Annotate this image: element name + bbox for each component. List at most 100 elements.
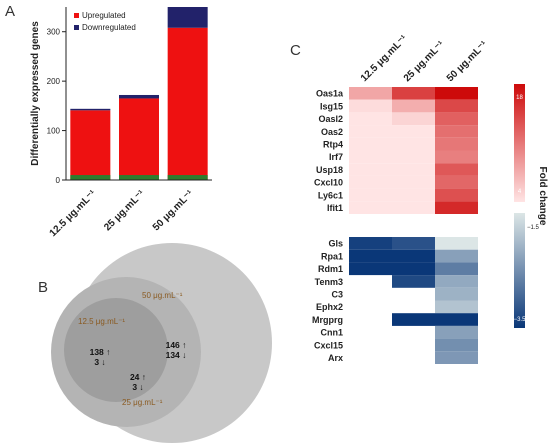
- heatmap-cell: [435, 112, 478, 126]
- colorbar-tick-label: 4: [518, 189, 522, 195]
- heatmap-cell: [349, 188, 392, 202]
- heatmap-cell: [435, 300, 478, 314]
- heatmap-row-label: Gls: [328, 239, 343, 249]
- x-tick-label: 50 μg.mL⁻¹: [151, 188, 196, 233]
- panel-label-c: C: [290, 42, 301, 59]
- heatmap-row-label: Oas2: [321, 127, 343, 137]
- heatmap-cell: [349, 150, 392, 164]
- heatmap-row-label: Ly6c1: [318, 190, 343, 200]
- colorbar-tick-label: −1.5: [527, 225, 540, 231]
- colorbar-tick-label: 18: [516, 95, 523, 101]
- heatmap-row-label: Rtp4: [323, 140, 343, 150]
- legend-label: Upregulated: [82, 11, 126, 20]
- heatmap-cell: [349, 99, 392, 113]
- bar-base-segment: [119, 175, 159, 180]
- heatmap-row-label: Rdm1: [318, 264, 343, 274]
- colorbar-tick-label: −3.5: [514, 317, 527, 323]
- legend-label: Downregulated: [82, 23, 136, 32]
- heatmap-cell: [392, 137, 435, 151]
- bar-up: [119, 98, 159, 180]
- colorbar-label: Fold change: [537, 167, 548, 226]
- heatmap-cell: [435, 249, 478, 263]
- heatmap-cell: [392, 87, 435, 100]
- heatmap-cell: [349, 163, 392, 176]
- heatmap-cell: [435, 188, 478, 202]
- venn-set-label: 50 μg.mL⁻¹: [142, 291, 183, 300]
- venn-region-up: 24 ↑: [130, 372, 146, 382]
- heatmap-row-label: Tenm3: [315, 277, 343, 287]
- venn-region-up: 146 ↑: [166, 340, 187, 350]
- heatmap-row-label: Rpa1: [321, 251, 343, 261]
- heatmap-row-label: Isg15: [320, 101, 343, 111]
- heatmap-cell: [435, 325, 478, 339]
- heatmap-cell: [349, 125, 392, 138]
- heatmap-cell: [392, 175, 435, 189]
- bar-base-segment: [70, 175, 111, 180]
- heatmap-row-label: Oas1a: [316, 89, 344, 99]
- venn-region-down: 134 ↓: [166, 350, 187, 360]
- heatmap-cell: [435, 338, 478, 352]
- venn-region-up: 138 ↑: [90, 347, 111, 357]
- heatmap-column-label: 50 μg.mL⁻¹: [445, 39, 490, 84]
- heatmap-cell: [349, 201, 392, 214]
- legend-swatch: [74, 25, 79, 30]
- venn-set-label: 25 μg.mL⁻¹: [122, 398, 163, 407]
- heatmap-cell: [392, 125, 435, 138]
- heatmap-cell: [392, 237, 435, 250]
- heatmap-cell: [349, 262, 392, 276]
- heatmap-row-label: Cnn1: [321, 328, 344, 338]
- bar-down: [70, 108, 111, 111]
- y-tick-label: 100: [47, 127, 61, 136]
- venn-set-label: 12.5 μg.mL⁻¹: [78, 317, 125, 326]
- panel-label-b: B: [38, 279, 49, 296]
- heatmap-cell: [435, 137, 478, 151]
- heatmap-cell: [435, 87, 478, 100]
- heatmap-cell: [349, 112, 392, 126]
- bar-down: [119, 94, 159, 99]
- y-tick-label: 200: [47, 77, 61, 86]
- bar-chart: 0 100 200 300 Differentially expressed genes…: [30, 7, 212, 239]
- heatmap-cell: [392, 313, 435, 326]
- heatmap-cell: [392, 112, 435, 126]
- venn-circle-12: [64, 298, 168, 402]
- heatmap-cell: [349, 175, 392, 189]
- heatmap-cell: [435, 163, 478, 176]
- heatmap-cell: [435, 201, 478, 214]
- x-tick-label: 12.5 μg.mL⁻¹: [48, 188, 99, 239]
- heatmap-cell: [392, 99, 435, 113]
- bar-up: [167, 27, 208, 181]
- heatmap-cell: [435, 125, 478, 138]
- heatmap-cell: [392, 275, 435, 288]
- heatmap-cell: [435, 262, 478, 276]
- heatmap-cell: [392, 201, 435, 214]
- heatmap-row-label: Arx: [328, 353, 343, 363]
- venn-region-down: 3 ↓: [94, 357, 105, 367]
- heatmap-row-label: Cxcl10: [314, 178, 343, 188]
- y-tick-label: 300: [47, 28, 61, 37]
- heatmap-row-label: Ifit1: [327, 203, 343, 213]
- heatmap-row-label: Usp18: [316, 165, 343, 175]
- heatmap-cell: [435, 275, 478, 288]
- heatmap-cell: [392, 188, 435, 202]
- heatmap-cell: [435, 351, 478, 364]
- heatmap-cell: [349, 237, 392, 250]
- bar-base-segment: [167, 175, 208, 180]
- heatmap-cell: [435, 99, 478, 113]
- heatmap-row-label: Ephx2: [316, 302, 343, 312]
- heatmap-row-label: C3: [331, 290, 343, 300]
- colorbar-down: [514, 213, 525, 328]
- heatmap-cell: [392, 163, 435, 176]
- heatmap-cell: [435, 313, 478, 326]
- heatmap: 12.5 μg.mL⁻¹25 μg.mL⁻¹50 μg.mL⁻¹Oas1aIsg…: [312, 33, 548, 364]
- heatmap-cell: [349, 249, 392, 263]
- heatmap-cell: [392, 262, 435, 276]
- bar-up: [70, 110, 111, 180]
- heatmap-cell: [435, 175, 478, 189]
- heatmap-row-label: Irf7: [329, 152, 343, 162]
- heatmap-cell: [349, 87, 392, 100]
- y-tick-label: 0: [56, 176, 61, 185]
- venn-region-down: 3 ↓: [132, 382, 143, 392]
- heatmap-cell: [435, 150, 478, 164]
